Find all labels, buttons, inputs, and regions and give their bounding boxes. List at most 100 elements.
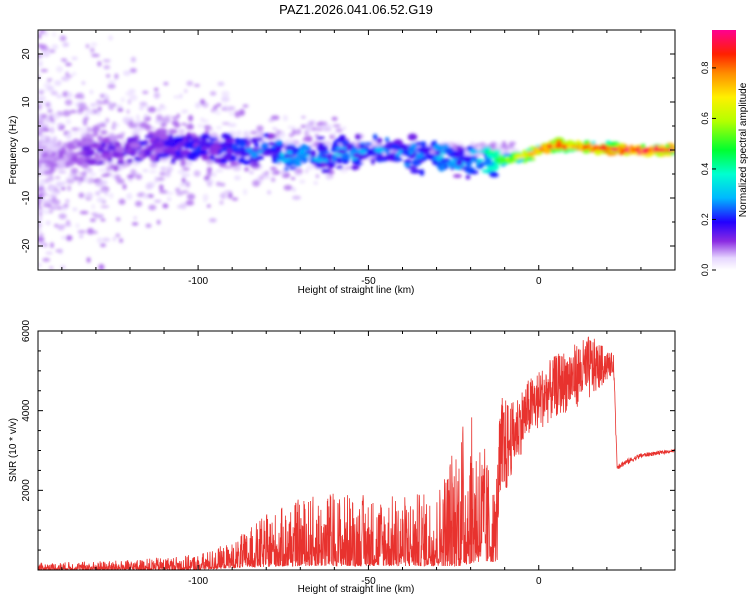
heatmap-cell <box>98 168 108 172</box>
heatmap-cell <box>39 91 44 94</box>
heatmap-cell <box>109 169 113 173</box>
heatmap-cell <box>38 118 41 123</box>
heatmap-cell <box>292 195 301 200</box>
heatmap-cell <box>124 155 129 159</box>
heatmap-cell <box>65 235 73 241</box>
heatmap-cell <box>458 150 465 157</box>
heatmap-cell <box>290 158 296 163</box>
heatmap-cell <box>501 141 507 146</box>
heatmap-cell <box>129 68 137 73</box>
heatmap-cell <box>248 170 254 175</box>
heatmap-cell <box>129 152 136 156</box>
heatmap-cell <box>171 157 176 164</box>
heatmap-cell <box>256 155 264 160</box>
heatmap-cell <box>38 187 41 192</box>
heatmap-cell <box>182 166 190 172</box>
heatmap-cell <box>38 208 45 213</box>
heatmap-cell <box>320 162 327 168</box>
heatmap-cell <box>61 186 66 191</box>
heatmap-cell <box>126 158 134 164</box>
heatmap-cell <box>51 191 59 194</box>
heatmap-cell <box>145 183 153 190</box>
heatmap-cell <box>115 233 121 238</box>
heatmap-cell <box>178 128 185 135</box>
heatmap-cell <box>148 204 157 211</box>
heatmap-cell <box>345 143 353 151</box>
heatmap-cell <box>231 197 239 201</box>
heatmap-cell <box>105 118 109 123</box>
heatmap-cell <box>299 179 306 184</box>
heatmap-cell <box>234 110 241 118</box>
heatmap-cell <box>38 60 43 67</box>
heatmap-cell <box>75 223 80 229</box>
heatmap-cell <box>219 200 224 205</box>
heatmap-cell <box>51 151 57 157</box>
heatmap-cell <box>173 95 180 99</box>
heatmap-cell <box>404 163 411 167</box>
heatmap-cell <box>44 142 54 147</box>
heatmap-cell <box>67 154 72 160</box>
heatmap-cell <box>50 161 55 169</box>
heatmap-cell <box>78 107 84 112</box>
heatmap-cell <box>623 152 630 156</box>
heatmap-cell <box>271 172 280 175</box>
colorbar-tick-label: 0.4 <box>700 163 710 176</box>
heatmap-cell <box>95 181 104 187</box>
heatmap-cell <box>250 151 259 159</box>
heatmap-cell <box>221 96 230 103</box>
heatmap-cell <box>216 103 222 107</box>
heatmap-cell <box>53 201 61 206</box>
heatmap-cell <box>242 159 251 165</box>
heatmap-cell <box>84 116 89 120</box>
heatmap-cell <box>425 153 435 160</box>
heatmap-cell <box>184 89 188 93</box>
heatmap-cell <box>331 116 338 121</box>
snr-y-label: SNR (10 * v/v) <box>8 418 19 482</box>
heatmap-cell <box>101 137 112 144</box>
heatmap-cell <box>272 158 278 164</box>
heatmap-cell <box>38 126 44 130</box>
heatmap-cell <box>84 192 94 199</box>
heatmap-cell <box>209 150 220 156</box>
heatmap-cell <box>453 174 462 178</box>
heatmap-cell <box>181 177 186 184</box>
heatmap-cell <box>149 161 158 169</box>
heatmap-cell <box>65 159 75 167</box>
heatmap-cell <box>229 112 234 116</box>
heatmap-cell <box>110 164 116 170</box>
heatmap-cell <box>294 173 302 176</box>
heatmap-cell <box>260 142 269 149</box>
heatmap-cell <box>461 155 473 163</box>
heatmap-cell <box>210 144 221 148</box>
heatmap-cell <box>38 167 50 171</box>
heatmap-cell <box>339 169 349 173</box>
spectrogram-y-ticks: -20 -10 0 10 20 <box>21 29 675 271</box>
heatmap-cell <box>151 126 155 130</box>
heatmap-cell <box>231 147 243 153</box>
heatmap-cell <box>169 150 177 157</box>
heatmap-cell <box>116 159 125 165</box>
heatmap-cell <box>455 159 463 167</box>
heatmap-cell <box>38 262 43 268</box>
heatmap-cell <box>93 131 99 137</box>
heatmap-cell <box>181 173 191 177</box>
heatmap-cell <box>202 193 209 201</box>
heatmap-cell <box>57 123 64 127</box>
heatmap-cell <box>38 43 42 48</box>
heatmap-cell <box>156 107 162 112</box>
heatmap-cell <box>223 165 233 169</box>
heatmap-cell <box>136 114 140 121</box>
heatmap-cell <box>322 127 332 132</box>
heatmap-cell <box>108 35 113 41</box>
heatmap-cell <box>311 126 317 132</box>
heatmap-cell <box>185 181 191 188</box>
heatmap-cell <box>188 123 193 129</box>
heatmap-cell <box>329 161 336 168</box>
heatmap-cell <box>134 134 139 139</box>
heatmap-cell <box>209 127 213 131</box>
heatmap-cell <box>193 170 201 177</box>
heatmap-cell <box>387 141 393 146</box>
heatmap-cell <box>267 141 277 146</box>
heatmap-cell <box>250 137 259 144</box>
heatmap-cell <box>56 94 63 99</box>
